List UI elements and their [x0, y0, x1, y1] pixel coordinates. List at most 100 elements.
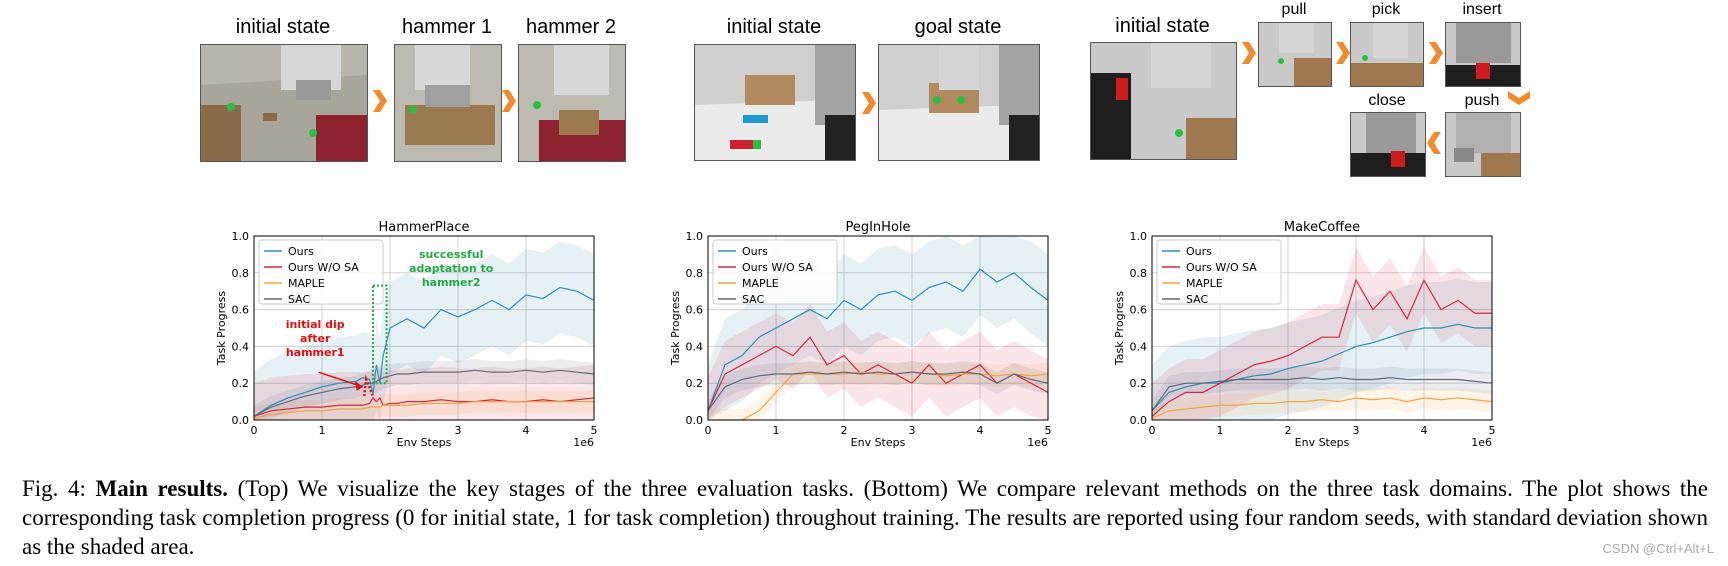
y-tick-label: 0.6: [232, 304, 250, 317]
y-axis-label: Task Progress: [669, 291, 682, 366]
x-tick-label: 3: [909, 424, 916, 437]
peg-goal-image: [878, 44, 1040, 161]
x-tick-label: 1: [319, 424, 326, 437]
legend-label: Ours W/O SA: [742, 261, 813, 274]
series-line-maple: [708, 371, 1049, 421]
std-band: [708, 361, 1048, 420]
x-axis-multiplier: 1e6: [1471, 436, 1492, 449]
legend-label: MAPLE: [1186, 277, 1223, 290]
series-line-sac: [253, 369, 595, 417]
chart-title: PegInHole: [845, 220, 910, 235]
hammerplace-chart: HammerPlace 0.0 0.2 0.4 0.6 0.8 1.0 0 1 2 3 4 5 Env S…: [215, 220, 598, 449]
annotation-green: successful: [419, 248, 483, 261]
coffee-pick-image: [1350, 22, 1424, 87]
x-tick-label: 4: [977, 424, 984, 437]
std-band: [254, 359, 594, 420]
annotation-red-arrow: [318, 371, 364, 388]
legend-label: SAC: [1186, 293, 1209, 306]
peginhole-chart: PegInHole 0.0 0.2 0.4 0.6 0.8 1.0 0 1 2 3 4 5 Env Ste…: [669, 220, 1052, 449]
coffee-pull-label: pull: [1281, 1, 1307, 18]
y-tick-label: 0.4: [686, 340, 704, 353]
y-tick-label: 0.6: [686, 304, 704, 317]
caption-bold: Main results.: [95, 476, 228, 501]
legend-label: Ours: [288, 245, 314, 258]
x-tick-label: 0: [705, 424, 712, 437]
y-tick-label: 1.0: [232, 230, 250, 243]
series-line-ours-w-o-sa: [707, 336, 1049, 412]
coffee-insert-label: insert: [1462, 1, 1502, 18]
y-tick-label: 0.2: [686, 377, 704, 390]
x-tick-label: 2: [841, 424, 848, 437]
chevron-right-icon: [1336, 42, 1350, 64]
coffee-pull-image: [1258, 22, 1332, 87]
x-tick-label: 2: [387, 424, 394, 437]
std-band: [254, 241, 594, 420]
x-axis-multiplier: 1e6: [573, 436, 594, 449]
x-tick-label: 3: [1353, 424, 1360, 437]
caption-prefix: Fig. 4:: [22, 476, 96, 501]
legend-box: [712, 239, 838, 305]
x-tick-label: 2: [1285, 424, 1292, 437]
coffee-push-label: push: [1464, 92, 1500, 109]
x-tick-label: 5: [591, 424, 598, 437]
annotation-red-arrowhead: [354, 380, 363, 391]
annotation-red: hammer1: [286, 346, 345, 359]
coffee-initial-image: [1090, 42, 1237, 160]
legend-box: [1156, 239, 1282, 305]
x-tick-label: 0: [1149, 424, 1156, 437]
y-axis-label: Task Progress: [215, 291, 228, 366]
series-line-maple: [253, 401, 594, 419]
coffee-close-label: close: [1368, 92, 1406, 109]
x-tick-label: 4: [1421, 424, 1428, 437]
y-tick-label: 0.2: [1130, 377, 1148, 390]
x-tick-label: 3: [455, 424, 462, 437]
y-tick-label: 1.0: [686, 230, 704, 243]
hammer-1-image: [394, 44, 502, 162]
annotation-green: hammer2: [422, 276, 481, 289]
chevron-right-icon: [1429, 42, 1443, 64]
chevron-right-icon: [1242, 42, 1256, 64]
series-line-maple: [1151, 397, 1493, 419]
annotation-red: initial dip: [286, 318, 345, 331]
annotation-red: after: [300, 332, 331, 345]
legend-label: Ours W/O SA: [288, 261, 359, 274]
x-tick-label: 5: [1489, 424, 1496, 437]
x-tick-label: 5: [1045, 424, 1052, 437]
chevron-down-icon: [1508, 91, 1530, 105]
hammer-initial-image: [200, 44, 368, 162]
y-tick-label: 0.4: [232, 340, 250, 353]
std-band: [708, 304, 1048, 420]
y-tick-label: 1.0: [1130, 230, 1148, 243]
series-line-ours: [253, 286, 595, 417]
chevron-right-icon: [502, 90, 516, 112]
annotation-red-dip: [362, 374, 375, 397]
y-tick-label: 0.4: [1130, 340, 1148, 353]
x-tick-label: 4: [523, 424, 530, 437]
chevron-left-icon: [1427, 132, 1441, 154]
hammer-2-image: [518, 44, 626, 162]
std-band: [1152, 278, 1492, 420]
peg-initial-label: initial state: [726, 16, 822, 38]
std-band: [1152, 386, 1492, 420]
legend-label: Ours: [742, 245, 768, 258]
legend-label: SAC: [288, 293, 311, 306]
x-axis-label: Env Steps: [1295, 436, 1350, 449]
coffee-push-image: [1445, 112, 1521, 177]
coffee-initial-label: initial state: [1115, 15, 1210, 37]
std-band: [1152, 247, 1492, 420]
caption-text: (Top) We visualize the key stages of the…: [22, 476, 1708, 559]
annotation-green-box: [372, 284, 388, 385]
legend-label: SAC: [742, 293, 765, 306]
series-line-sac: [1151, 377, 1493, 412]
coffee-pick-label: pick: [1371, 1, 1401, 18]
x-axis-multiplier: 1e6: [1027, 436, 1048, 449]
legend-label: Ours: [1186, 245, 1212, 258]
legend-label: MAPLE: [742, 277, 779, 290]
watermark: CSDN @Ctrl+Alt+L: [1602, 541, 1714, 556]
chevron-right-icon: [862, 92, 876, 114]
figure-caption: Fig. 4: Main results. (Top) We visualize…: [22, 474, 1708, 561]
legend-box: [258, 239, 384, 305]
x-tick-label: 0: [251, 424, 258, 437]
annotation-green: adaptation to: [409, 262, 494, 275]
x-tick-label: 1: [1217, 424, 1224, 437]
